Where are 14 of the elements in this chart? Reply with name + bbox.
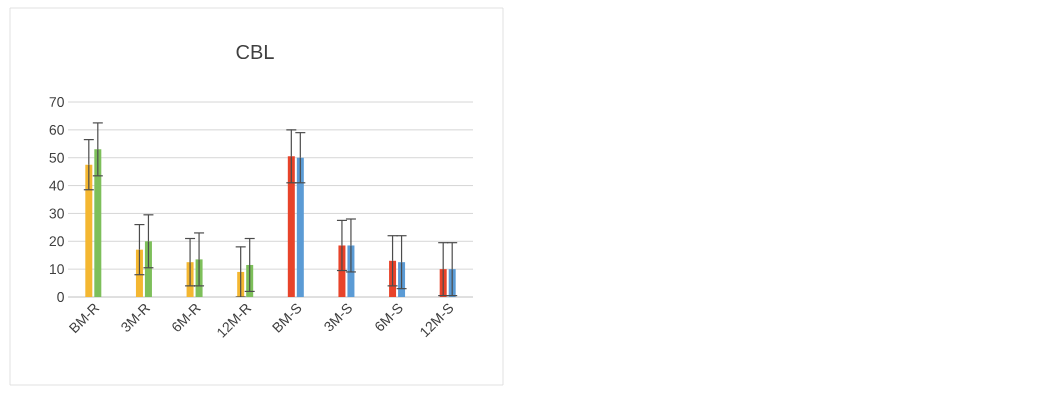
y-tick-label: 30 — [49, 208, 64, 219]
y-tick-label: 10 — [49, 264, 64, 275]
y-tick-label: 70 — [49, 97, 64, 107]
bar — [296, 157, 304, 297]
y-tick-label: 20 — [49, 236, 64, 247]
y-tick-label: 0 — [57, 292, 64, 302]
y-tick-label: 60 — [49, 124, 64, 135]
y-tick-label: 50 — [49, 152, 64, 163]
bar — [144, 241, 152, 297]
bar — [287, 156, 295, 297]
bar — [94, 149, 102, 297]
bar — [85, 164, 93, 297]
y-tick-label: 40 — [49, 180, 64, 191]
chart-title: CBL — [236, 44, 274, 60]
